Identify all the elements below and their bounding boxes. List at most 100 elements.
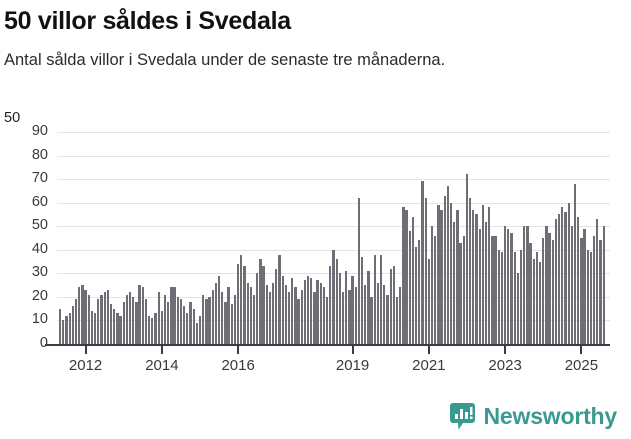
bar (329, 266, 332, 344)
x-axis-tick-label: 2012 (68, 357, 103, 374)
bar (424, 197, 427, 344)
bar (561, 207, 564, 344)
x-axis-tick-label: 2014 (145, 357, 179, 374)
bar (160, 311, 164, 344)
bar (198, 315, 202, 344)
x-axis-tick-label: 2019 (335, 357, 370, 374)
highlight-value-label: 50 (4, 110, 21, 126)
bar (481, 205, 484, 344)
gridline-row: 0 (0, 335, 631, 351)
y-axis-tick-label: 40 (31, 240, 48, 257)
gridline-row: 60 (0, 194, 631, 210)
bar (507, 228, 510, 344)
bar (589, 252, 593, 344)
bar (360, 256, 364, 344)
gridline-row: 90 (0, 123, 631, 139)
bar (370, 296, 373, 344)
bar (599, 240, 602, 344)
bar (392, 266, 396, 344)
bar (446, 186, 450, 344)
bar (148, 315, 151, 344)
bar (373, 254, 376, 344)
bar (217, 275, 221, 344)
bar (259, 259, 262, 344)
y-axis-tick-label: 30 (31, 264, 48, 281)
bar (510, 233, 513, 344)
bar (224, 301, 227, 344)
bar (538, 261, 542, 344)
bar-chart-speech-bubble-icon (449, 403, 475, 430)
bar (453, 221, 456, 344)
bar (173, 287, 176, 344)
bar (144, 299, 148, 344)
bar (306, 275, 310, 344)
bar (294, 287, 297, 344)
y-axis-tick-label: 80 (31, 146, 48, 163)
bar (84, 289, 87, 344)
bar (268, 292, 272, 344)
bar (256, 273, 259, 344)
y-axis-tick-label: 10 (31, 311, 48, 328)
bar (167, 301, 170, 344)
bar (338, 273, 341, 344)
bar (443, 195, 446, 344)
bar (252, 294, 256, 344)
bar (459, 242, 462, 344)
chart-plot-area: 0 10 20 30 40 50 60 70 80 90 50 (0, 110, 631, 360)
bar (411, 216, 415, 344)
x-axis-tick-label: 2016 (221, 357, 255, 374)
bar (326, 296, 329, 344)
x-axis-tick (504, 344, 507, 354)
bar (119, 315, 122, 344)
bar (284, 285, 287, 344)
bar (402, 207, 405, 344)
bar (65, 315, 68, 344)
bar (586, 249, 589, 344)
y-axis-tick-label: 60 (31, 193, 48, 210)
bar (367, 270, 370, 344)
gridline (57, 132, 610, 133)
bar (246, 282, 249, 344)
bar (357, 197, 361, 344)
bar (465, 174, 469, 344)
bar (68, 313, 71, 344)
bar (383, 285, 386, 344)
bar (405, 209, 408, 344)
bar (341, 292, 345, 344)
bar (281, 275, 284, 344)
bar (100, 294, 103, 344)
bar (87, 294, 90, 344)
bar (503, 226, 507, 344)
bar (182, 306, 186, 344)
bar (580, 238, 583, 344)
x-axis-tick-label: 2025 (564, 357, 599, 374)
bar (163, 294, 167, 344)
bar (214, 282, 218, 344)
bar (71, 306, 75, 344)
bar (287, 292, 291, 344)
bar (345, 270, 348, 344)
bar (297, 299, 300, 344)
bar (545, 226, 548, 344)
bar (462, 235, 465, 344)
bar (93, 313, 97, 344)
brand-name: Newsworthy (483, 403, 618, 429)
bar (227, 287, 230, 344)
bar (116, 313, 119, 344)
bar (564, 212, 567, 344)
bar (500, 252, 504, 344)
x-axis-tick (351, 344, 354, 354)
bar (208, 296, 211, 344)
bar (310, 278, 313, 344)
brand-footer: Newsworthy (449, 403, 618, 430)
bar (106, 289, 109, 344)
bar (332, 249, 335, 344)
bar (278, 254, 281, 344)
bar (526, 226, 529, 344)
bar (418, 240, 421, 344)
bar (596, 219, 599, 344)
bar (230, 303, 233, 344)
bar (434, 235, 437, 344)
bar (291, 278, 294, 344)
